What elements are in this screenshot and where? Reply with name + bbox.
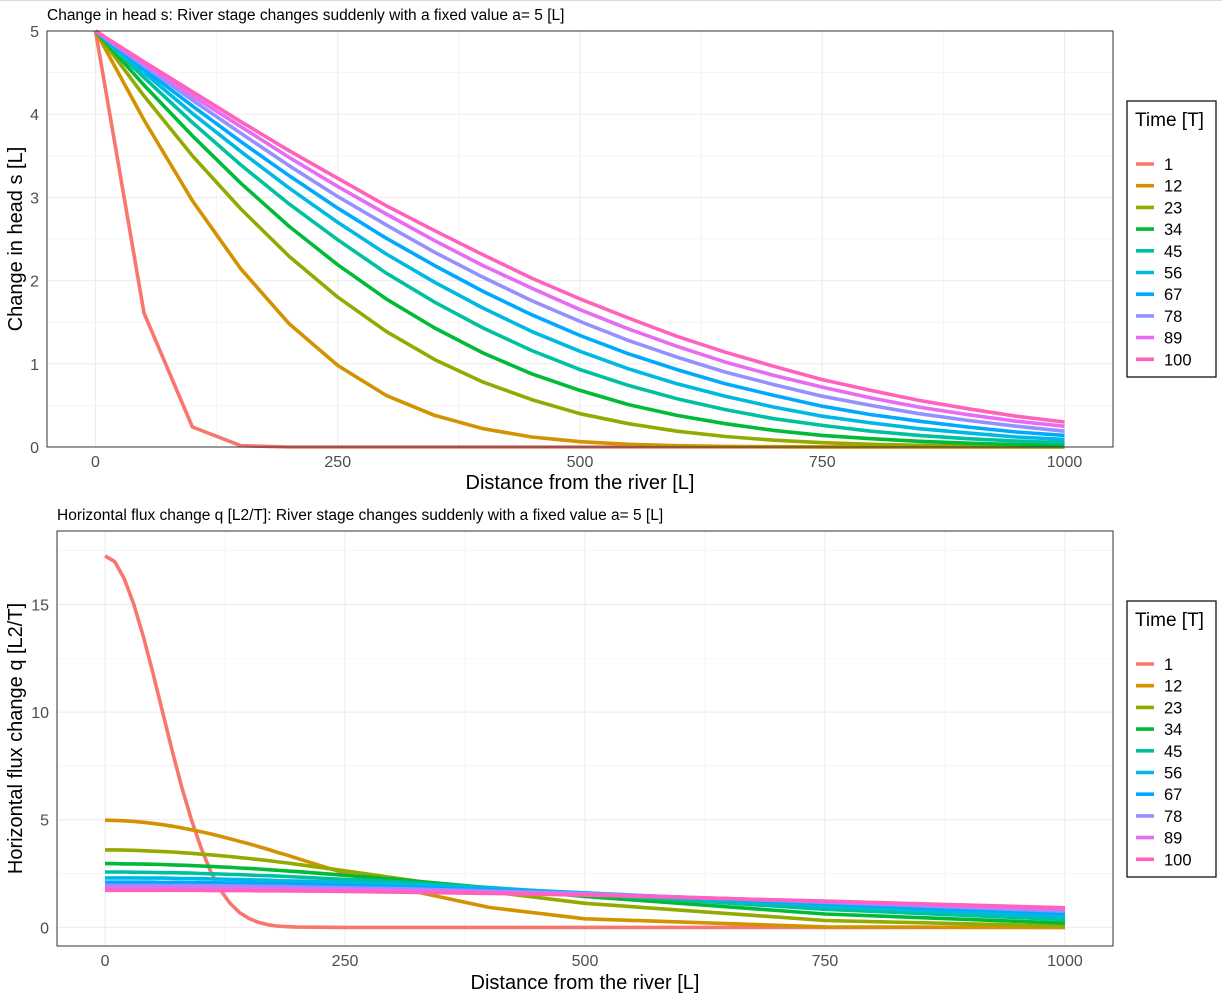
- x-tick-label: 250: [332, 953, 359, 970]
- x-axis-label: Distance from the river [L]: [466, 472, 695, 494]
- chart-title: Change in head s: River stage changes su…: [47, 7, 564, 24]
- series-line-67: [94, 29, 1065, 438]
- chart-2: Horizontal flux change q [L2/T]: River s…: [5, 507, 1217, 994]
- y-tick-label: 5: [40, 813, 49, 830]
- legend-label-1: 1: [1164, 656, 1173, 674]
- legend-label-56: 56: [1164, 765, 1182, 783]
- legend-label-89: 89: [1164, 830, 1182, 848]
- legend-label-100: 100: [1164, 851, 1192, 869]
- series-line-23: [94, 29, 1065, 449]
- series-line-45: [94, 29, 1065, 445]
- series-line-78: [94, 29, 1065, 433]
- legend-title: Time [T]: [1135, 110, 1204, 131]
- legend-label-34: 34: [1164, 721, 1182, 739]
- legend-label-23: 23: [1164, 699, 1182, 717]
- y-tick-label: 15: [31, 597, 49, 614]
- x-axis-label: Distance from the river [L]: [471, 972, 700, 994]
- y-tick-label: 1: [30, 357, 39, 374]
- chart-title: Horizontal flux change q [L2/T]: River s…: [57, 507, 663, 524]
- series-line-1: [104, 554, 1065, 930]
- series-line-45: [105, 870, 1066, 922]
- x-tick-label: 500: [567, 454, 594, 471]
- legend: Time [T] 1 12 23 34 45 56 67 78 89 100: [1126, 100, 1217, 378]
- series-line-100: [105, 888, 1066, 910]
- series-line-67: [105, 880, 1066, 916]
- series-line-34: [94, 29, 1065, 448]
- legend-label-67: 67: [1164, 786, 1182, 804]
- x-tick-label: 250: [324, 454, 351, 471]
- x-tick-label: 0: [91, 454, 100, 471]
- x-tick-label: 500: [572, 953, 599, 970]
- series-line-89: [94, 29, 1065, 428]
- legend-label-23: 23: [1164, 199, 1182, 217]
- y-tick-label: 0: [30, 440, 39, 457]
- series-line-56: [105, 876, 1066, 919]
- y-tick-label: 0: [40, 920, 49, 937]
- legend: Time [T] 1 12 23 34 45 56 67 78 89 100: [1126, 600, 1217, 878]
- legend-label-89: 89: [1164, 330, 1182, 348]
- y-tick-label: 4: [30, 107, 39, 124]
- y-tick-label: 5: [30, 24, 39, 41]
- legend-label-12: 12: [1164, 678, 1182, 696]
- legend-label-45: 45: [1164, 743, 1182, 761]
- y-tick-label: 2: [30, 274, 39, 291]
- series-line-56: [94, 29, 1065, 442]
- chart-1: Change in head s: River stage changes su…: [5, 7, 1217, 494]
- legend-label-56: 56: [1164, 265, 1182, 283]
- panel-border: [46, 30, 1114, 448]
- legend-label-78: 78: [1164, 308, 1182, 326]
- y-tick-label: 10: [31, 705, 49, 722]
- legend-label-34: 34: [1164, 221, 1182, 239]
- legend-box: [1126, 600, 1217, 878]
- x-tick-label: 0: [101, 953, 110, 970]
- legend-label-78: 78: [1164, 808, 1182, 826]
- series-line-34: [105, 861, 1066, 925]
- legend-title: Time [T]: [1135, 610, 1204, 631]
- legend-label-12: 12: [1164, 178, 1182, 196]
- y-axis-label: Horizontal flux change q [L2/T]: [5, 603, 27, 874]
- top-divider: [0, 0, 1222, 1]
- legend-label-1: 1: [1164, 156, 1173, 174]
- legend-label-67: 67: [1164, 286, 1182, 304]
- legend-label-100: 100: [1164, 351, 1192, 369]
- y-tick-label: 3: [30, 190, 39, 207]
- x-tick-label: 750: [809, 454, 836, 471]
- x-tick-label: 750: [812, 953, 839, 970]
- legend-label-45: 45: [1164, 243, 1182, 261]
- panel-border: [56, 530, 1114, 947]
- series-line-23: [105, 848, 1066, 928]
- y-axis-label: Change in head s [L]: [5, 147, 27, 332]
- legend-box: [1126, 100, 1217, 378]
- x-tick-label: 1000: [1047, 953, 1083, 970]
- series-line-100: [94, 29, 1065, 424]
- x-tick-label: 1000: [1047, 454, 1083, 471]
